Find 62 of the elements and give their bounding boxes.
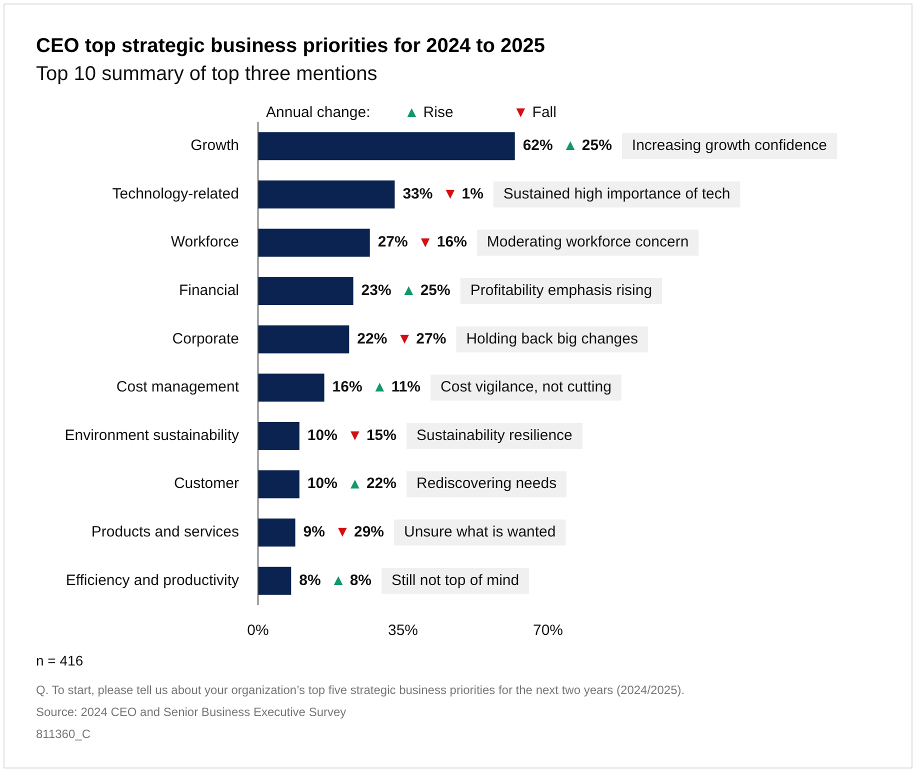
y-tick-label: Financial — [178, 282, 239, 300]
annotation: Still not top of mind — [392, 572, 520, 589]
bar — [258, 180, 395, 208]
annotation: ▲ 22% — [347, 475, 397, 492]
annotation: ▲ 8% — [330, 572, 372, 589]
bar — [258, 132, 515, 160]
data-label: 9% — [303, 524, 325, 541]
text: Q. To start, please tell us about your organization’s top five strategic business priorities for the next two years (2024/2025). — [36, 683, 685, 698]
annotation: Cost vigilance, not cutting — [440, 378, 612, 396]
data-label: 8% — [299, 572, 321, 589]
y-tick-label: Growth — [190, 137, 239, 154]
x-tick-label: 0% — [247, 622, 269, 639]
data-label: 27% — [378, 234, 408, 251]
y-tick-label: Workforce — [170, 234, 239, 251]
text: ▼ Fall — [513, 104, 556, 121]
data-label: 62% — [522, 137, 553, 154]
text: 811360_C — [36, 727, 91, 742]
annotation: Profitability emphasis rising — [470, 282, 652, 300]
annotation: ▼ 1% — [442, 185, 484, 202]
source-note: Source: 2024 CEO and Senior Business Executive Survey — [36, 705, 346, 720]
annotation: Unsure what is wanted — [404, 524, 556, 541]
annotation: ▼ 16% — [418, 234, 467, 251]
bar — [258, 566, 292, 595]
bar — [258, 518, 296, 547]
bar — [258, 325, 350, 354]
y-tick-label: Environment sustainability — [64, 426, 240, 444]
bar — [258, 277, 354, 306]
annotation: Sustainability resilience — [416, 426, 572, 444]
data-label: 22% — [357, 330, 388, 348]
chart-subtitle: Top 10 summary of top three mentions — [36, 63, 378, 85]
data-label: 16% — [332, 378, 362, 396]
bar — [258, 470, 300, 498]
y-tick-label: Products and services — [91, 524, 239, 541]
bar — [258, 374, 324, 402]
chart-title: CEO top strategic business priorities for 2024 to 2025 — [36, 35, 546, 57]
x-tick-label: 35% — [388, 622, 418, 639]
annotation: ▲ 11% — [372, 378, 421, 396]
bar — [258, 228, 370, 257]
annotation: Sustained high importance of tech — [503, 185, 730, 202]
text: ▲ 25% — [562, 137, 612, 154]
y-tick-label: Corporate — [172, 330, 239, 348]
annotation: Moderating workforce concern — [486, 234, 689, 251]
x-tick-label: 70% — [532, 622, 564, 639]
y-tick-label: Customer — [174, 475, 239, 492]
data-label: 23% — [361, 282, 392, 300]
data-label: 10% — [307, 426, 338, 444]
annotation: Rediscovering needs — [416, 475, 557, 492]
annotation: Holding back big changes — [466, 330, 638, 348]
y-tick-label: Efficiency and productivity — [66, 572, 240, 589]
bar — [258, 422, 300, 450]
data-label: 33% — [402, 185, 433, 202]
annotation: ▼ 29% — [334, 524, 384, 541]
text: ▲ Rise — [404, 104, 454, 121]
data-label: 10% — [307, 475, 338, 492]
text: Increasing growth confidence — [632, 137, 828, 154]
annotation: ▲ 25% — [401, 282, 450, 300]
legend-title: Annual change: — [266, 104, 370, 121]
annotation: ▼ 15% — [347, 426, 397, 444]
y-tick-label: Cost management — [116, 378, 240, 396]
annotation: ▼ 27% — [397, 330, 446, 348]
text: n = 416 — [36, 652, 84, 669]
y-tick-label: Technology-related — [112, 185, 239, 202]
